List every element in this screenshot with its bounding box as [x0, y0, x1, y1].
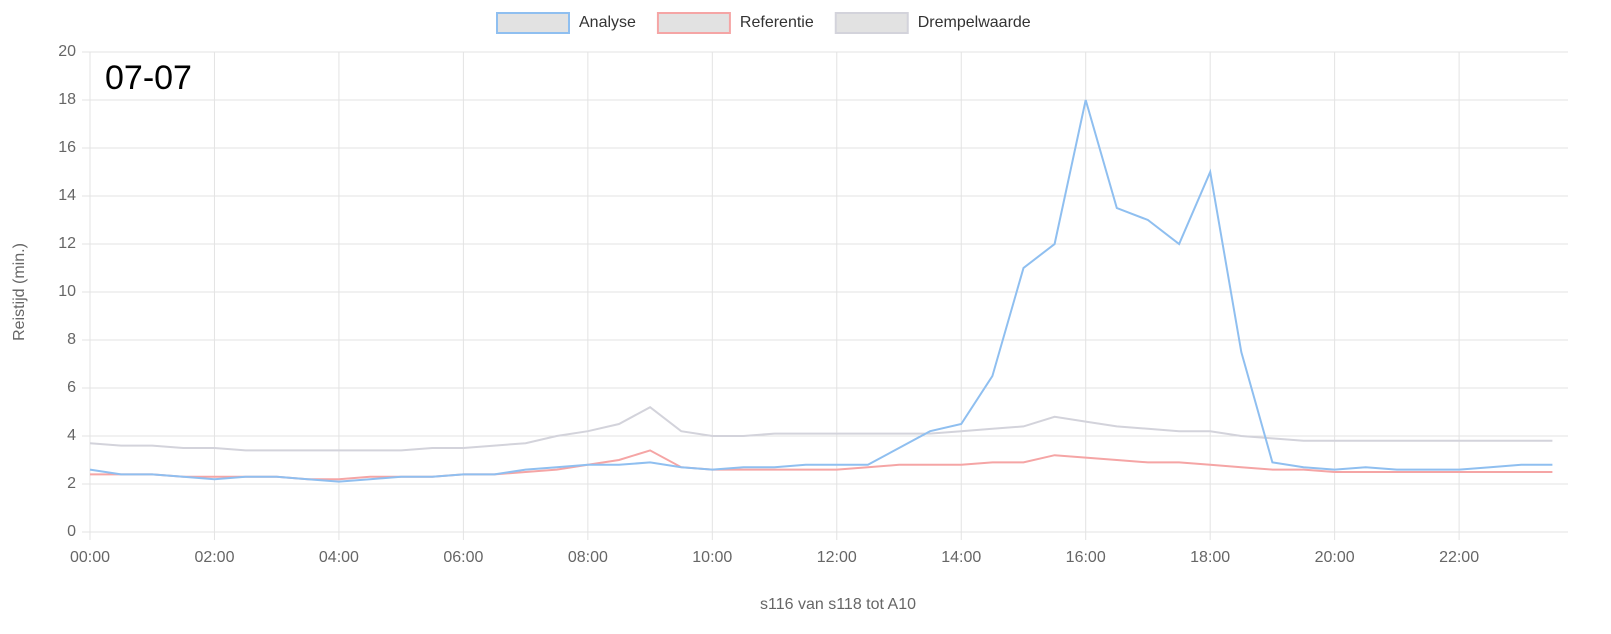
y-tick-label: 18	[58, 91, 76, 108]
x-tick-label: 14:00	[941, 549, 981, 566]
x-tick-label: 02:00	[194, 549, 234, 566]
y-tick-label: 0	[67, 523, 76, 540]
legend-label: Drempelwaarde	[918, 14, 1031, 31]
y-tick-label: 6	[67, 379, 76, 396]
x-axis-label: s116 van s118 tot A10	[760, 596, 916, 613]
x-tick-label: 16:00	[1066, 549, 1106, 566]
legend-swatch	[496, 12, 570, 34]
x-tick-label: 18:00	[1190, 549, 1230, 566]
legend-label: Analyse	[579, 14, 636, 31]
x-tick-label: 20:00	[1315, 549, 1355, 566]
x-tick-label: 08:00	[568, 549, 608, 566]
annotation: 07-07	[105, 59, 192, 97]
legend-swatch	[656, 12, 731, 34]
x-tick-label: 04:00	[319, 549, 359, 566]
x-tick-label: 06:00	[443, 549, 483, 566]
x-tick-label: 10:00	[692, 549, 732, 566]
y-tick-label: 12	[58, 235, 76, 252]
y-tick-label: 8	[67, 331, 76, 348]
y-tick-label: 16	[58, 139, 76, 156]
y-tick-label: 4	[67, 427, 76, 444]
y-tick-label: 20	[58, 43, 76, 60]
legend-swatch	[834, 12, 909, 34]
x-tick-label: 12:00	[817, 549, 857, 566]
series-line	[90, 449, 1553, 481]
series-line	[89, 406, 1553, 452]
series-line	[89, 99, 1553, 483]
legend-label: Referentie	[740, 14, 814, 31]
x-tick-label: 00:00	[70, 549, 110, 566]
y-axis-label: Reistijd (min.)	[11, 243, 28, 341]
y-tick-label: 2	[67, 475, 76, 492]
y-tick-label: 14	[58, 187, 76, 204]
x-tick-label: 22:00	[1439, 549, 1479, 566]
y-tick-label: 10	[58, 283, 76, 300]
